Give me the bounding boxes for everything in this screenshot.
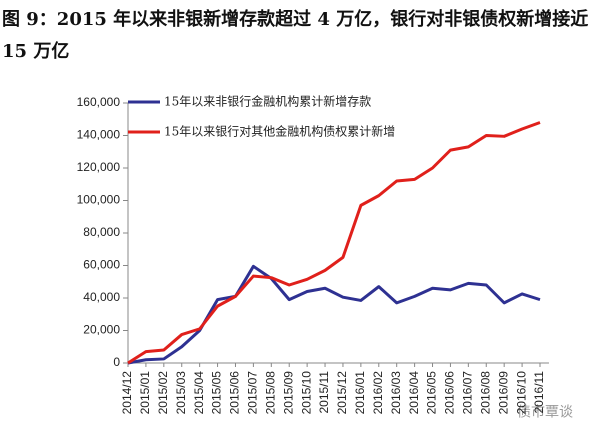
x-tick-label: 2014/12: [120, 371, 134, 415]
x-tick-label: 2015/05: [210, 371, 224, 415]
y-tick-label: 160,000: [77, 95, 121, 109]
x-tick-label: 2015/07: [246, 371, 260, 415]
y-tick-label: 140,000: [77, 128, 121, 142]
x-tick-label: 2016/10: [514, 371, 528, 415]
x-tick-label: 2016/01: [353, 371, 367, 415]
x-tick-label: 2016/07: [461, 371, 475, 415]
legend-label: 15年以来非银行金融机构累计新增存款: [164, 94, 371, 109]
x-tick-label: 2016/03: [389, 371, 403, 415]
x-tick-label: 2015/09: [281, 371, 295, 415]
x-tick-label: 2016/11: [532, 371, 546, 414]
x-tick-label: 2016/06: [443, 371, 457, 415]
y-tick-label: 0: [113, 355, 120, 369]
y-tick-label: 20,000: [83, 323, 120, 337]
watermark: 债市覃谈: [517, 404, 573, 420]
x-tick-label: 2016/04: [407, 371, 421, 415]
y-tick-label: 80,000: [83, 225, 120, 239]
x-tick-label: 2015/10: [299, 371, 313, 415]
x-tick-label: 2016/05: [425, 371, 439, 415]
y-tick-label: 40,000: [83, 290, 120, 304]
y-tick-label: 100,000: [77, 193, 121, 207]
y-tick-label: 60,000: [83, 258, 120, 272]
x-tick-label: 2015/01: [138, 371, 152, 415]
x-tick-label: 2015/06: [228, 371, 242, 415]
x-tick-label: 2015/02: [156, 371, 170, 415]
x-tick-label: 2015/03: [174, 371, 188, 415]
series-line: [127, 121, 541, 365]
x-tick-label: 2016/02: [371, 371, 385, 415]
x-tick-label: 2015/08: [263, 371, 277, 415]
series-line: [127, 264, 541, 365]
x-tick-label: 2016/09: [496, 371, 510, 415]
y-tick-label: 120,000: [77, 160, 121, 174]
legend-label: 15年以来银行对其他金融机构债权累计新增: [164, 124, 395, 139]
x-tick-label: 2015/11: [317, 371, 331, 414]
x-tick-label: 2015/04: [192, 371, 206, 415]
x-tick-label: 2015/12: [335, 371, 349, 415]
x-tick-label: 2016/08: [478, 371, 492, 415]
chart-title: 图 9：2015 年以来非银新增存款超过 4 万亿，银行对非银债权新增接近 15…: [2, 9, 589, 62]
